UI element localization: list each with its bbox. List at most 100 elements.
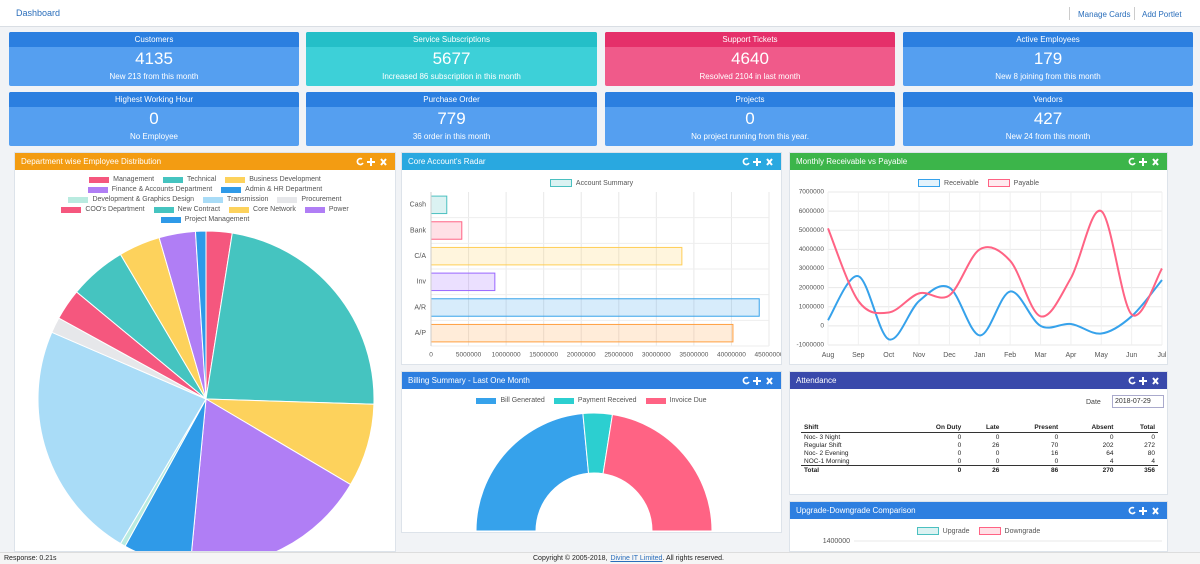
stat-card: Service Subscriptions 5677 Increased 86 su… (306, 32, 597, 86)
close-icon[interactable] (1152, 158, 1159, 166)
legend-swatch (160, 216, 181, 223)
footer: Response: 0.21s Copyright © 2005-2018, Div… (0, 552, 1200, 564)
y-tick-label: Cash (410, 202, 426, 209)
x-tick-label: Dec (943, 352, 956, 359)
panel-title: Core Account's Radar (408, 157, 486, 166)
panel-header: Department wise Employee Distribution (15, 153, 395, 170)
legend-label: Core Network (253, 206, 296, 213)
total-cell: 26 (964, 465, 1003, 475)
card-note: 36 order in this month (412, 132, 491, 141)
close-icon[interactable] (380, 158, 387, 166)
stat-card: Support Tickets 4640 Resolved 2104 in last… (605, 32, 895, 86)
x-tick-label: Mar (1035, 352, 1048, 359)
panel: Attendance Date 2018-07-29 Shift On Duty Late… (789, 371, 1168, 495)
legend-item: Development & Graphics Design (68, 196, 194, 203)
table-cell: 0 (957, 433, 962, 441)
table-cell: 0 (1054, 457, 1059, 465)
table-cell: Noc- 2 Evening (804, 449, 849, 457)
add-icon[interactable] (753, 158, 761, 166)
table-cell: 0 (995, 457, 1000, 465)
date-input[interactable]: 2018-07-29 (1112, 395, 1164, 408)
bar (430, 272, 496, 292)
panel-body: Date 2018-07-29 Shift On Duty Late Present Abs… (790, 389, 1167, 494)
add-icon[interactable] (1139, 507, 1147, 515)
column-header: On Duty (902, 423, 965, 433)
header-link[interactable]: Manage Cards (1078, 10, 1131, 19)
card-note: New 24 from this month (1005, 132, 1091, 141)
panel-tools (1128, 157, 1159, 166)
legend-swatch (225, 176, 246, 183)
legend-item: Technical (163, 176, 216, 183)
pie-slice (205, 232, 375, 405)
company-link[interactable]: Divine IT Limited (610, 555, 663, 562)
legend-swatch (61, 206, 82, 213)
legend-label: Power (328, 206, 349, 213)
refresh-icon[interactable] (1128, 157, 1136, 166)
table-cell: 0 (1109, 433, 1114, 441)
add-icon[interactable] (367, 158, 375, 166)
legend-label: Admin & HR Department (245, 186, 323, 193)
legend-item: Procurement (277, 196, 342, 203)
x-tick-label: Aug (822, 352, 835, 359)
column-header: Absent (1061, 423, 1117, 433)
card-note: No Employee (129, 132, 179, 141)
x-tick-label: Jul (1158, 352, 1167, 359)
table-cell: NOC-1 Morning (804, 457, 850, 465)
card-title: Active Employees (903, 32, 1193, 47)
refresh-icon[interactable] (1128, 506, 1136, 515)
y-tick-label: -1000000 (797, 342, 825, 349)
y-tick-label: 1000000 (799, 303, 825, 310)
x-tick-label: Sep (852, 352, 865, 359)
column-header: Late (964, 423, 1003, 433)
refresh-icon[interactable] (742, 157, 750, 166)
legend-item: Receivable (918, 179, 979, 187)
y-tick-label: Inv (417, 279, 427, 286)
table-cell: 80 (1147, 449, 1155, 457)
legend-label: Invoice Due (669, 397, 707, 404)
legend-item: Upgrade (916, 527, 970, 535)
table-cell: 70 (1050, 441, 1059, 449)
close-icon[interactable] (766, 158, 773, 166)
panel: Monthly Receivable vs Payable -1000000 0 10… (789, 152, 1168, 365)
legend-label: COO's Department (85, 206, 145, 213)
table-cell: 0 (1054, 433, 1059, 441)
stat-card: Vendors 427 New 24 from this month (903, 92, 1193, 146)
refresh-icon[interactable] (356, 157, 364, 166)
close-icon[interactable] (1152, 377, 1159, 385)
refresh-icon[interactable] (742, 376, 750, 385)
legend-swatch (163, 176, 184, 183)
card-value: 179 (1033, 49, 1063, 68)
y-tick-label: 1400000 (823, 538, 850, 545)
card-value: 779 (437, 109, 466, 128)
close-icon[interactable] (766, 377, 773, 385)
refresh-icon[interactable] (1128, 376, 1136, 385)
legend-label: Transmission (227, 196, 269, 203)
response-time: Response: 0.21s (4, 555, 57, 562)
panel-tools (1128, 376, 1159, 385)
legend-label: Bill Generated (500, 397, 545, 404)
y-tick-label: 4000000 (799, 246, 825, 253)
legend-swatch (918, 179, 941, 187)
header-link[interactable]: Add Portlet (1142, 10, 1182, 19)
add-icon[interactable] (1139, 158, 1147, 166)
panel-tools (356, 157, 387, 166)
legend-item: Project Management (160, 216, 249, 223)
column-header: Shift (801, 423, 903, 433)
column-header: Present (1002, 423, 1062, 433)
legend-item: COO's Department (61, 206, 145, 213)
panel-tools (1128, 506, 1159, 515)
stat-card: Purchase Order 779 36 order in this month (306, 92, 597, 146)
x-tick-label: 30000000 (642, 352, 671, 359)
legend-swatch (987, 179, 1010, 187)
close-icon[interactable] (1152, 507, 1159, 515)
x-tick-label: Nov (913, 352, 926, 359)
table-cell: 0 (957, 449, 962, 457)
stat-card: Customers 4135 New 213 from this month (9, 32, 299, 86)
table-cell: 0 (1151, 433, 1155, 441)
add-icon[interactable] (1139, 377, 1147, 385)
legend-item: Account Summary (549, 179, 633, 187)
pie-slice (194, 230, 207, 400)
x-tick-label: 25000000 (604, 352, 633, 359)
add-icon[interactable] (753, 377, 761, 385)
panel-title: Monthly Receivable vs Payable (796, 157, 908, 166)
